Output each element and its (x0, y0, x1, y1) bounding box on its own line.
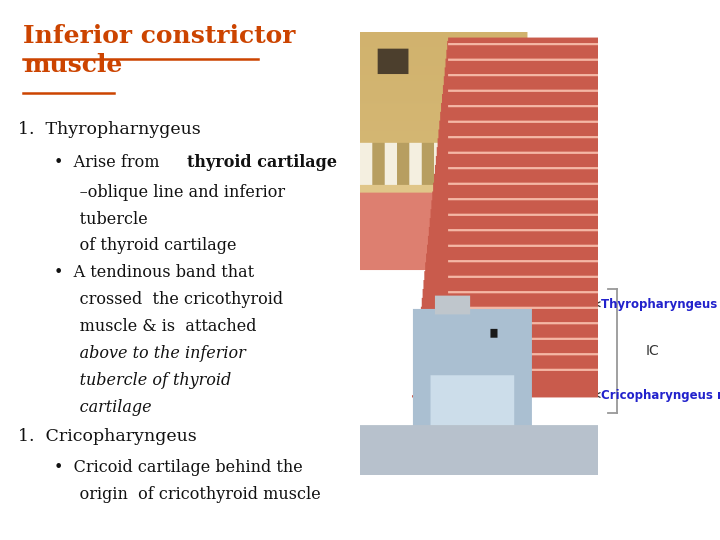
Text: Cricopharyngeus mm: Cricopharyngeus mm (595, 388, 720, 402)
Text: Inferior constrictor
muscle: Inferior constrictor muscle (23, 24, 295, 77)
Text: origin  of cricothyroid muscle: origin of cricothyroid muscle (54, 486, 320, 503)
Text: •  A tendinous band that: • A tendinous band that (54, 264, 254, 280)
Text: muscle & is  attached: muscle & is attached (54, 318, 256, 334)
Text: –oblique line and inferior: –oblique line and inferior (54, 184, 285, 200)
Text: •  Cricoid cartilage behind the: • Cricoid cartilage behind the (54, 459, 302, 476)
Text: tubercle of thyroid: tubercle of thyroid (54, 372, 231, 388)
Text: of thyroid cartilage: of thyroid cartilage (54, 237, 236, 253)
Text: 1.  Cricopharyngeus: 1. Cricopharyngeus (18, 428, 197, 444)
Text: tubercle: tubercle (54, 211, 148, 227)
Text: cartilage: cartilage (54, 399, 152, 415)
Text: crossed  the cricothyroid: crossed the cricothyroid (54, 291, 283, 307)
Text: •  Arise from: • Arise from (54, 154, 165, 171)
Text: 1.  Thyropharnygeus: 1. Thyropharnygeus (18, 122, 201, 138)
Text: Thyropharyngeus mm: Thyropharyngeus mm (595, 298, 720, 310)
Text: IC: IC (646, 344, 660, 358)
Text: thyroid cartilage: thyroid cartilage (187, 154, 337, 171)
Text: above to the inferior: above to the inferior (54, 345, 246, 361)
